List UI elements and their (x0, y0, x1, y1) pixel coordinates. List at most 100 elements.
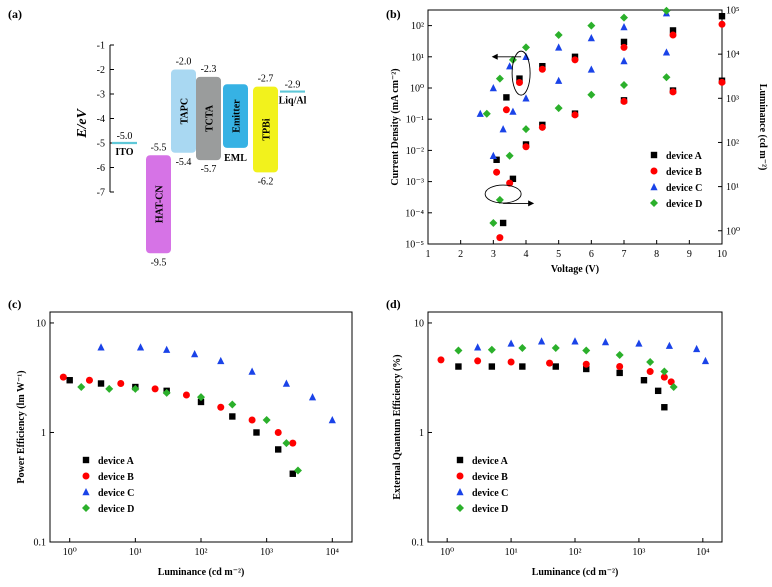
energy-tick-label: -1 (97, 41, 105, 52)
point-d-device-D (454, 346, 463, 355)
point-d-device-B (582, 360, 590, 368)
point-luminance-device-D (489, 218, 498, 227)
y2-axis-label-b: Luminance (cd m⁻²) (757, 84, 768, 171)
legend-marker-d (456, 488, 464, 496)
y2-tick-label-b: 10⁵ (726, 6, 740, 17)
y-tick-label-b: 10² (411, 21, 424, 32)
point-d-device-D (660, 367, 669, 376)
point-current-device-D (662, 6, 671, 15)
legend-label-b: device D (666, 199, 702, 210)
x-tick-label-b: 7 (622, 249, 627, 260)
x-tick-label-d: 10³ (632, 547, 645, 558)
point-luminance-device-B (522, 143, 530, 151)
x-tick-label-b: 3 (491, 249, 496, 260)
point-c-device-D (228, 400, 237, 409)
point-c-device-C (308, 393, 317, 401)
layer-box-tapc (171, 69, 196, 153)
point-c-device-B (289, 439, 297, 447)
y-tick-label-c: 10 (36, 318, 46, 329)
energy-tick-label: -5 (97, 139, 105, 150)
point-current-device-B (669, 31, 677, 39)
point-current-device-D (587, 21, 596, 30)
layer-name: TAPC (180, 98, 191, 124)
layer-box-hat-cn (146, 155, 171, 254)
point-d-device-A (455, 363, 462, 370)
point-luminance-device-B (571, 111, 579, 119)
plot-frame-b (427, 9, 723, 245)
x-tick-label-d: 10¹ (505, 547, 518, 558)
point-luminance-device-B (496, 234, 504, 242)
point-current-device-A (516, 75, 523, 82)
point-current-device-B (538, 65, 546, 73)
point-current-device-C (489, 84, 497, 92)
y-tick-label-b: 10⁻⁵ (405, 240, 424, 251)
panel-label-c: (c) (8, 297, 21, 311)
point-d-device-B (616, 363, 624, 371)
point-c-device-B (117, 380, 125, 388)
legend-label-d: device B (472, 472, 508, 483)
legend-label-b: device C (666, 183, 702, 194)
point-c-device-C (282, 379, 291, 387)
point-c-device-A (97, 380, 105, 387)
point-current-device-D (482, 109, 491, 118)
point-c-device-A (275, 446, 282, 453)
point-c-device-A (66, 377, 73, 384)
point-d-device-D (646, 358, 655, 367)
x-tick-label-b: 1 (426, 249, 431, 260)
point-luminance-device-D (620, 81, 628, 90)
energy-axis-label: E/eV (75, 107, 90, 138)
legend-marker-b (650, 183, 658, 191)
point-current-device-D (620, 13, 628, 22)
energy-tick-label: -2 (97, 65, 105, 76)
level-label: -2.0 (176, 57, 192, 68)
y2-tick-label-b: 10⁰ (726, 226, 740, 237)
point-luminance-device-C (522, 94, 530, 102)
layer-box-tpbi (253, 86, 278, 173)
level-label: -5.0 (117, 131, 133, 142)
layer-name: Liq/Al (279, 96, 307, 107)
point-d-device-A (583, 365, 590, 373)
ellipse-upper (511, 50, 531, 96)
layer-name: TPBi (262, 118, 273, 140)
point-c-device-B (274, 428, 282, 436)
y-tick-label-b: 10⁻² (406, 146, 424, 157)
point-luminance-device-C (555, 76, 563, 84)
point-c-device-B (151, 385, 159, 393)
layer-name: ITO (115, 147, 133, 158)
point-luminance-device-B (669, 88, 677, 96)
y-tick-label-b: 10⁻³ (406, 177, 424, 188)
point-d-device-C (507, 339, 515, 347)
point-current-device-A (493, 156, 500, 163)
legend-marker-b (650, 167, 658, 175)
x-axis-label-d: Luminance (cd m⁻²) (532, 567, 619, 578)
y-tick-label-b: 10⁰ (410, 84, 424, 95)
point-d-device-B (546, 359, 554, 367)
point-d-device-C (693, 344, 701, 353)
point-current-device-C (555, 43, 563, 51)
point-d-device-A (654, 387, 662, 395)
legend-marker-c (82, 504, 90, 512)
y-tick-label-d: 1 (419, 428, 424, 439)
point-d-device-A (640, 377, 648, 384)
point-luminance-device-C (587, 65, 595, 73)
point-d-device-B (646, 368, 654, 376)
point-c-device-B (59, 373, 67, 381)
point-d-device-C (665, 341, 674, 349)
legend-marker-d (456, 456, 464, 464)
layer-name: TCTA (205, 104, 216, 132)
point-c-device-D (197, 393, 205, 402)
point-luminance-device-B (718, 78, 726, 86)
point-current-device-B (571, 56, 579, 64)
legend-marker-c (82, 488, 90, 496)
point-c-device-B (217, 403, 225, 411)
point-d-device-D (518, 344, 527, 353)
point-c-device-D (262, 415, 271, 424)
y-tick-label-b: 10¹ (411, 52, 424, 63)
point-d-device-B (667, 378, 675, 386)
point-current-device-B (620, 43, 628, 51)
point-c-device-C (191, 350, 199, 358)
y2-tick-label-b: 10³ (726, 94, 739, 105)
legend-label-c: device A (98, 456, 135, 467)
level-label: -6.2 (258, 176, 274, 187)
